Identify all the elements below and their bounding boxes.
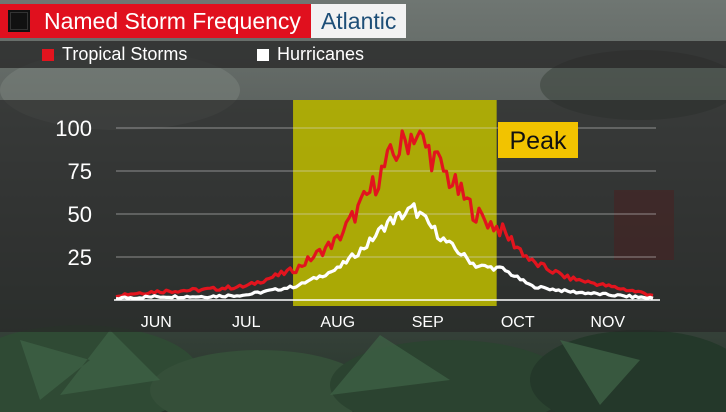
legend-item-tropical-storms: Tropical Storms	[42, 41, 187, 68]
storm-frequency-chart: 25 50 75 100 JUN JUL AUG SEP OCT NOV Peak	[0, 100, 726, 332]
peak-label-box	[498, 122, 578, 158]
title-logo-box	[0, 4, 38, 38]
legend-item-hurricanes: Hurricanes	[257, 41, 364, 68]
series-line-hurricanes	[115, 202, 654, 301]
y-tick-label: 75	[68, 159, 92, 184]
x-tick-label: AUG	[320, 314, 355, 331]
peak-band	[293, 100, 497, 306]
y-tick-label: 25	[68, 245, 92, 270]
legend-label-tropical-storms: Tropical Storms	[62, 44, 188, 64]
x-tick-label: JUN	[141, 314, 172, 331]
x-tick-label: SEP	[412, 314, 444, 331]
region-label: Atlantic	[310, 4, 407, 38]
x-tick-label: NOV	[590, 314, 625, 331]
legend-swatch-white	[257, 48, 269, 61]
y-tick-label: 100	[55, 116, 92, 141]
square-logo-icon	[8, 10, 30, 32]
legend: Tropical Storms Hurricanes	[0, 41, 726, 68]
x-tick-label: OCT	[501, 314, 535, 331]
y-tick-label: 50	[68, 202, 92, 227]
peak-label: Peak	[510, 127, 567, 155]
x-tick-label: JUL	[232, 314, 261, 331]
legend-swatch-red	[42, 48, 54, 61]
legend-label-hurricanes: Hurricanes	[277, 44, 365, 64]
series-line-tropical-storms	[115, 129, 654, 299]
chart-title: Named Storm Frequency	[38, 4, 311, 38]
title-bar: Named Storm Frequency Atlantic	[0, 4, 407, 38]
